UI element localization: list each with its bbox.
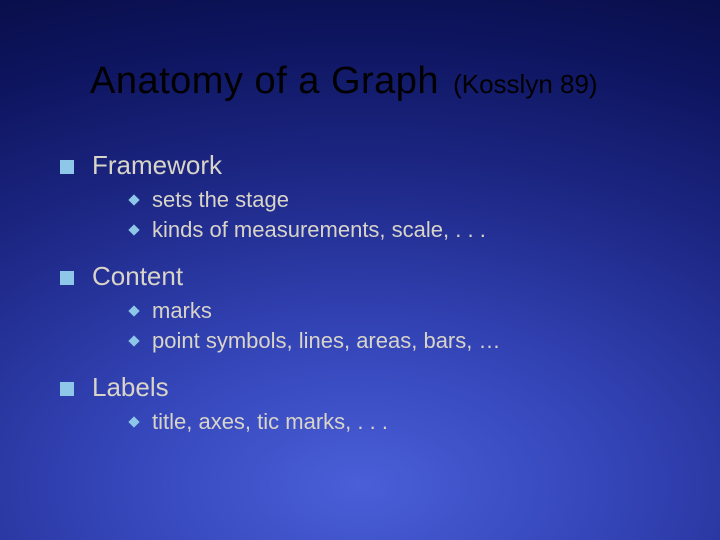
sublist: sets the stage kinds of measurements, sc… [128, 187, 680, 243]
slide-title: Anatomy of a Graph [90, 60, 439, 103]
list-item-label: Labels [92, 372, 169, 403]
list-subitem-label: title, axes, tic marks, . . . [152, 409, 388, 435]
sublist: title, axes, tic marks, . . . [128, 409, 680, 435]
slide-subtitle: (Kosslyn 89) [453, 69, 598, 100]
diamond-bullet-icon [128, 224, 140, 236]
square-bullet-icon [60, 271, 74, 285]
list-subitem: title, axes, tic marks, . . . [128, 409, 680, 435]
list-subitem: kinds of measurements, scale, . . . [128, 217, 680, 243]
list-item: Labels [60, 372, 680, 403]
diamond-bullet-icon [128, 416, 140, 428]
list-subitem: marks [128, 298, 680, 324]
list-subitem-label: point symbols, lines, areas, bars, … [152, 328, 500, 354]
list-item: Content [60, 261, 680, 292]
slide-content: Framework sets the stage kinds of measur… [60, 150, 680, 453]
list-item-label: Framework [92, 150, 222, 181]
diamond-bullet-icon [128, 305, 140, 317]
list-item: Framework [60, 150, 680, 181]
list-subitem-label: kinds of measurements, scale, . . . [152, 217, 486, 243]
list-subitem: point symbols, lines, areas, bars, … [128, 328, 680, 354]
diamond-bullet-icon [128, 194, 140, 206]
square-bullet-icon [60, 382, 74, 396]
slide: Anatomy of a Graph (Kosslyn 89) Framewor… [0, 0, 720, 540]
list-item-label: Content [92, 261, 183, 292]
square-bullet-icon [60, 160, 74, 174]
list-subitem-label: marks [152, 298, 212, 324]
list-subitem-label: sets the stage [152, 187, 289, 213]
diamond-bullet-icon [128, 335, 140, 347]
title-row: Anatomy of a Graph (Kosslyn 89) [90, 60, 700, 103]
list-subitem: sets the stage [128, 187, 680, 213]
sublist: marks point symbols, lines, areas, bars,… [128, 298, 680, 354]
